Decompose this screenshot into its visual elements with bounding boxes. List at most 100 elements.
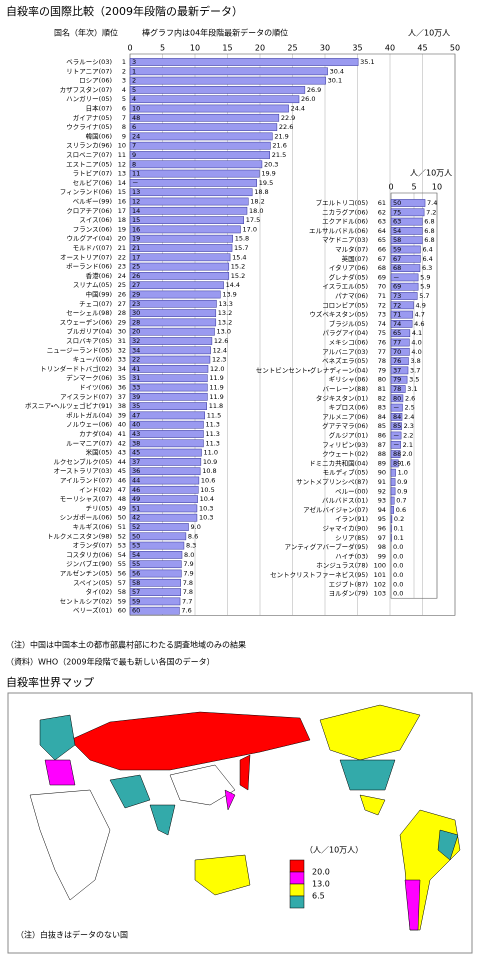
- map: [7, 692, 473, 954]
- rank-2004-label: 21: [132, 244, 140, 252]
- bar: [129, 513, 198, 522]
- value-label: 3.8: [410, 357, 420, 365]
- country: [169, 764, 236, 806]
- rank-label: 36: [118, 384, 126, 392]
- rank-2004-label: 77: [393, 339, 401, 347]
- bar: [129, 123, 278, 131]
- rank-label: 46: [118, 477, 126, 485]
- rank-label: 16: [118, 198, 126, 206]
- category-label: ガイアナ(05): [73, 113, 112, 122]
- bar: [390, 320, 413, 328]
- bar: [129, 253, 231, 262]
- value-label: 1.6: [400, 459, 410, 467]
- bar: [129, 411, 205, 420]
- category-label: パラグアイ(04): [322, 328, 368, 337]
- rank-label: 87: [378, 441, 386, 449]
- bar: [390, 422, 402, 431]
- bar: [129, 346, 211, 355]
- bar: [129, 327, 215, 336]
- note: （資料）WHO（2009年段階で最も新しい各国のデータ）: [6, 657, 215, 667]
- legend-swatch: [289, 859, 305, 873]
- value-label: 24.4: [291, 105, 305, 113]
- category-label: スロバキア(05): [66, 337, 112, 345]
- bar: [390, 468, 396, 477]
- rank-label: 17: [118, 207, 126, 215]
- rank-2004-label: 72: [393, 301, 401, 309]
- category-label: アイルランド(07): [60, 477, 112, 485]
- bar: [390, 403, 403, 412]
- rank-2004-label: 63: [393, 218, 401, 226]
- rank-2004-label: 16: [132, 225, 140, 233]
- category-label: キプロス(06): [329, 404, 368, 412]
- rank-2004-label: 23: [132, 300, 140, 308]
- value-label: 10.6: [201, 477, 215, 485]
- value-label: 10.5: [200, 486, 214, 494]
- rank-2004-label: 65: [393, 329, 401, 337]
- category-label: 香港(06): [86, 271, 112, 280]
- category-label: イスラエル(05): [322, 283, 368, 291]
- rank-2004-label: 14: [132, 207, 140, 215]
- rank-2004-label: 88: [393, 450, 401, 458]
- rank-2004-label: 78: [393, 385, 401, 393]
- rank-2004-label: 27: [132, 281, 140, 289]
- bar: [390, 310, 413, 319]
- category-label: ベラルーシ(03): [66, 58, 112, 66]
- rank-label: 67: [378, 255, 386, 263]
- bar: [129, 216, 244, 224]
- category-label: スリランカ(96): [66, 142, 112, 150]
- value-label: 0.6: [396, 506, 406, 514]
- value-label: 8.3: [186, 542, 196, 550]
- category-label: モルドバ(07): [73, 244, 112, 252]
- value-label: 11.5: [207, 411, 221, 419]
- value-label: 0.9: [397, 478, 407, 486]
- rank-label: 21: [118, 244, 126, 252]
- category-label: メキシコ(06): [329, 339, 368, 347]
- value-label: 7.8: [183, 588, 193, 596]
- value-label: 11.9: [209, 393, 223, 401]
- category-label: ペルー(00): [335, 487, 368, 495]
- category-label: アイスランド(07): [60, 393, 112, 401]
- bar: [390, 347, 410, 356]
- legend-swatch: [289, 871, 305, 885]
- bar: [390, 217, 423, 226]
- rank-2004-label: 25: [132, 263, 140, 271]
- rank-2004-label: 49: [132, 495, 140, 503]
- rank-label: 70: [378, 283, 386, 291]
- category-label: シンガポール(06): [60, 513, 112, 522]
- rank-2004-label: 58: [132, 579, 140, 587]
- bar: [129, 151, 270, 159]
- value-label: 6.4: [422, 246, 432, 254]
- value-label: 11.3: [205, 421, 219, 429]
- bar: [390, 301, 414, 310]
- category-label: スイス(06): [79, 216, 112, 224]
- category-label: 日本(07): [86, 104, 112, 113]
- x-tick-label: 30: [320, 44, 330, 53]
- value-label: 4.7: [415, 311, 425, 319]
- rank-label: 4: [122, 86, 126, 94]
- value-label: 2.6: [405, 394, 415, 402]
- value-label: 18.8: [254, 188, 268, 196]
- rank-label: 64: [378, 227, 386, 235]
- x-tick-label: 25: [287, 44, 297, 53]
- bar: [129, 430, 204, 438]
- bar: [129, 169, 260, 178]
- category-label: サントメプリンシペ(87): [296, 478, 368, 486]
- rank-label: 28: [118, 309, 126, 317]
- country: [359, 794, 386, 816]
- category-label: モルディブ(05): [323, 468, 368, 477]
- category-label: コスタリカ(06): [66, 550, 112, 559]
- rank-label: 33: [118, 356, 126, 364]
- value-label: 0.0: [393, 590, 403, 598]
- rank-2004-label: 57: [132, 588, 140, 596]
- rank-2004-label: 52: [132, 523, 140, 531]
- category-label: トリンダードトバゴ(02): [40, 364, 112, 373]
- bar: [129, 262, 230, 271]
- legend-label: 20.0: [312, 868, 330, 877]
- rank-label: 8: [122, 123, 126, 131]
- value-label: 7.6: [181, 607, 191, 615]
- category-label: スペイン(05): [73, 579, 112, 587]
- value-label: 5.7: [419, 292, 429, 300]
- rank-2004-label: 24: [132, 132, 140, 140]
- bar: [129, 467, 201, 476]
- rank-2004-label: －: [132, 179, 139, 187]
